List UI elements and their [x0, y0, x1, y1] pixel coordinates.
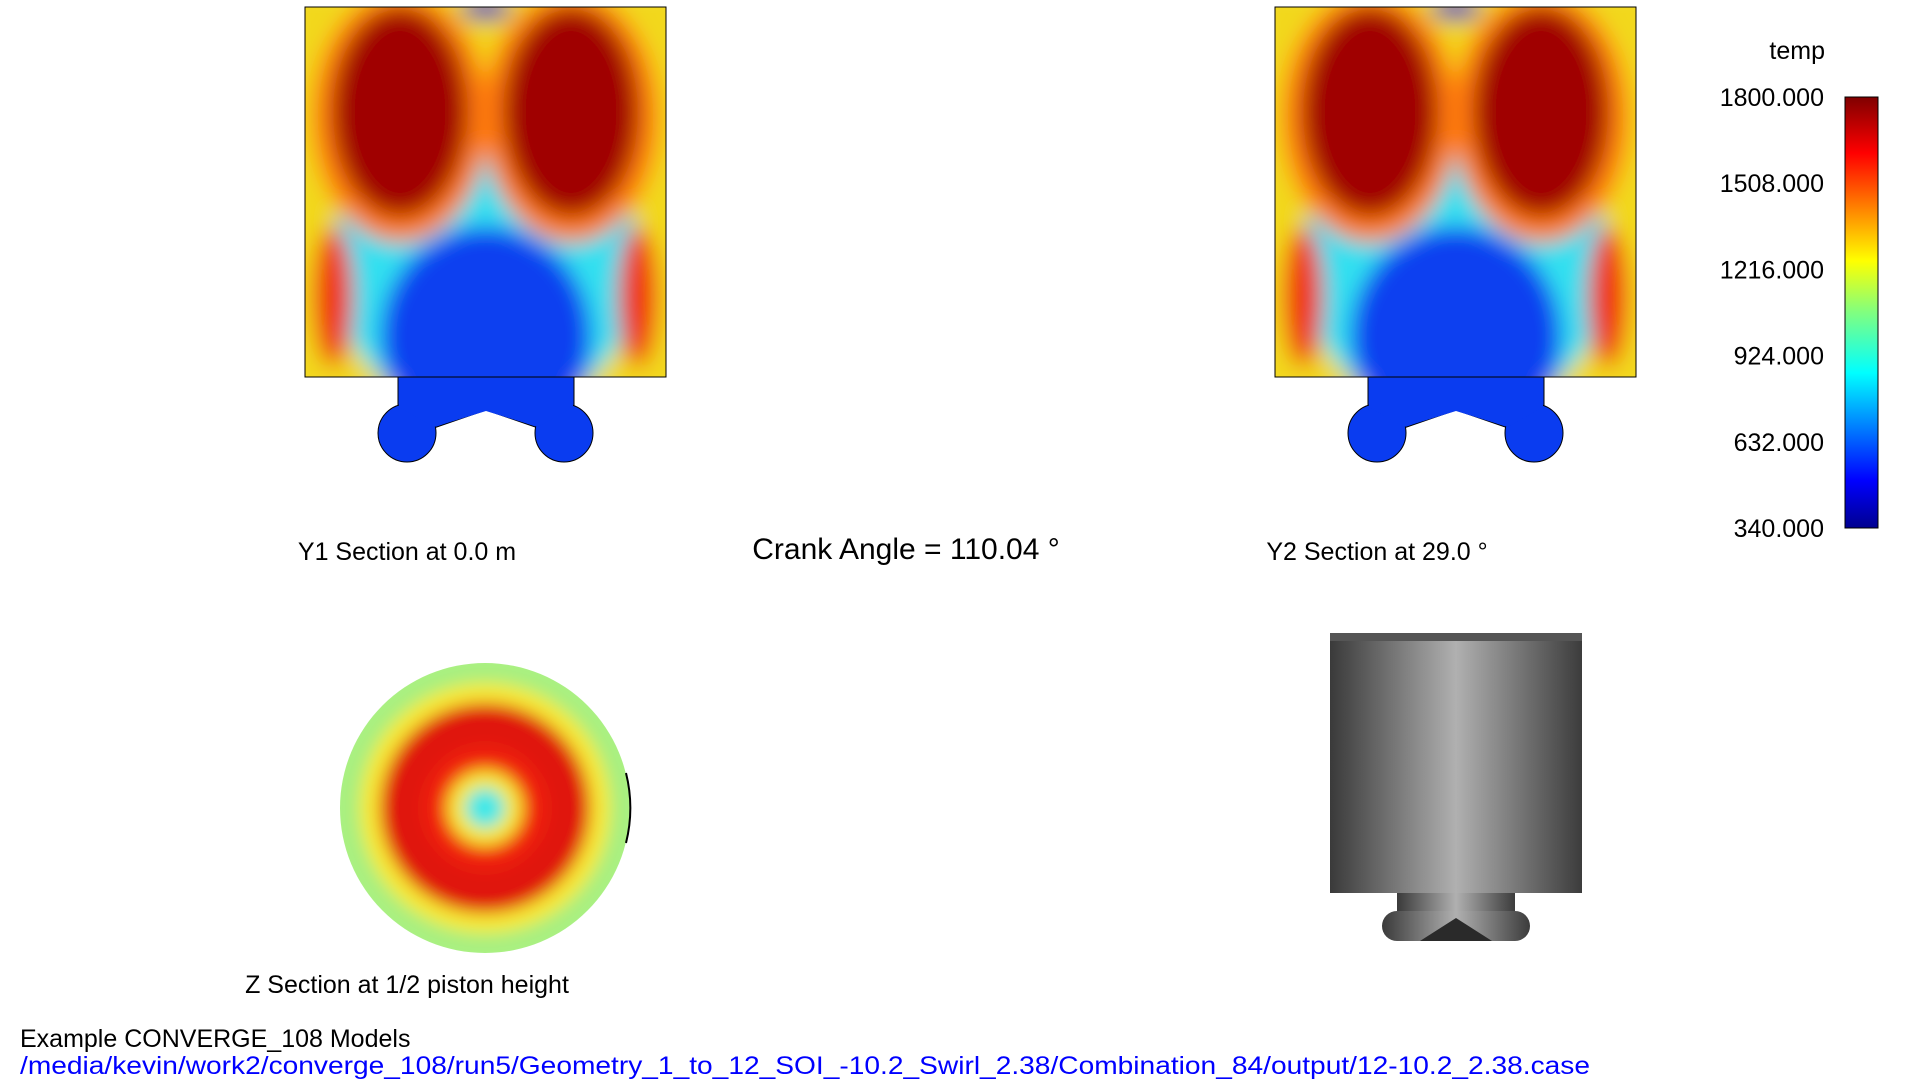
footer-title: Example CONVERGE_108 Models — [20, 1025, 410, 1053]
y2-section-plot — [1255, 0, 1656, 462]
engine-geometry — [1330, 633, 1582, 941]
colorbar-tick-label: 1508.000 — [1720, 170, 1824, 198]
colorbar — [1844, 96, 1879, 529]
y1-label: Y1 Section at 0.0 m — [298, 538, 516, 566]
y1-section-plot — [285, 0, 686, 462]
crank-angle: Crank Angle = 110.04 ° — [752, 533, 1060, 566]
colorbar-tick-label: 1800.000 — [1720, 84, 1824, 112]
colorbar-tick-label: 632.000 — [1734, 429, 1824, 457]
z-section-plot — [340, 663, 632, 953]
footer-path: /media/kevin/work2/converge_108/run5/Geo… — [20, 1052, 1590, 1080]
y2-label: Y2 Section at 29.0 ° — [1266, 538, 1487, 566]
colorbar-tick-label: 924.000 — [1734, 343, 1824, 371]
colorbar-ticks: 1800.000 1508.000 1216.000 924.000 632.000 34… — [1720, 84, 1824, 543]
colorbar-tick-label: 340.000 — [1734, 515, 1824, 543]
z-label: Z Section at 1/2 piston height — [245, 971, 569, 999]
colorbar-title: temp — [1769, 37, 1825, 65]
colorbar-tick-label: 1216.000 — [1720, 256, 1824, 284]
